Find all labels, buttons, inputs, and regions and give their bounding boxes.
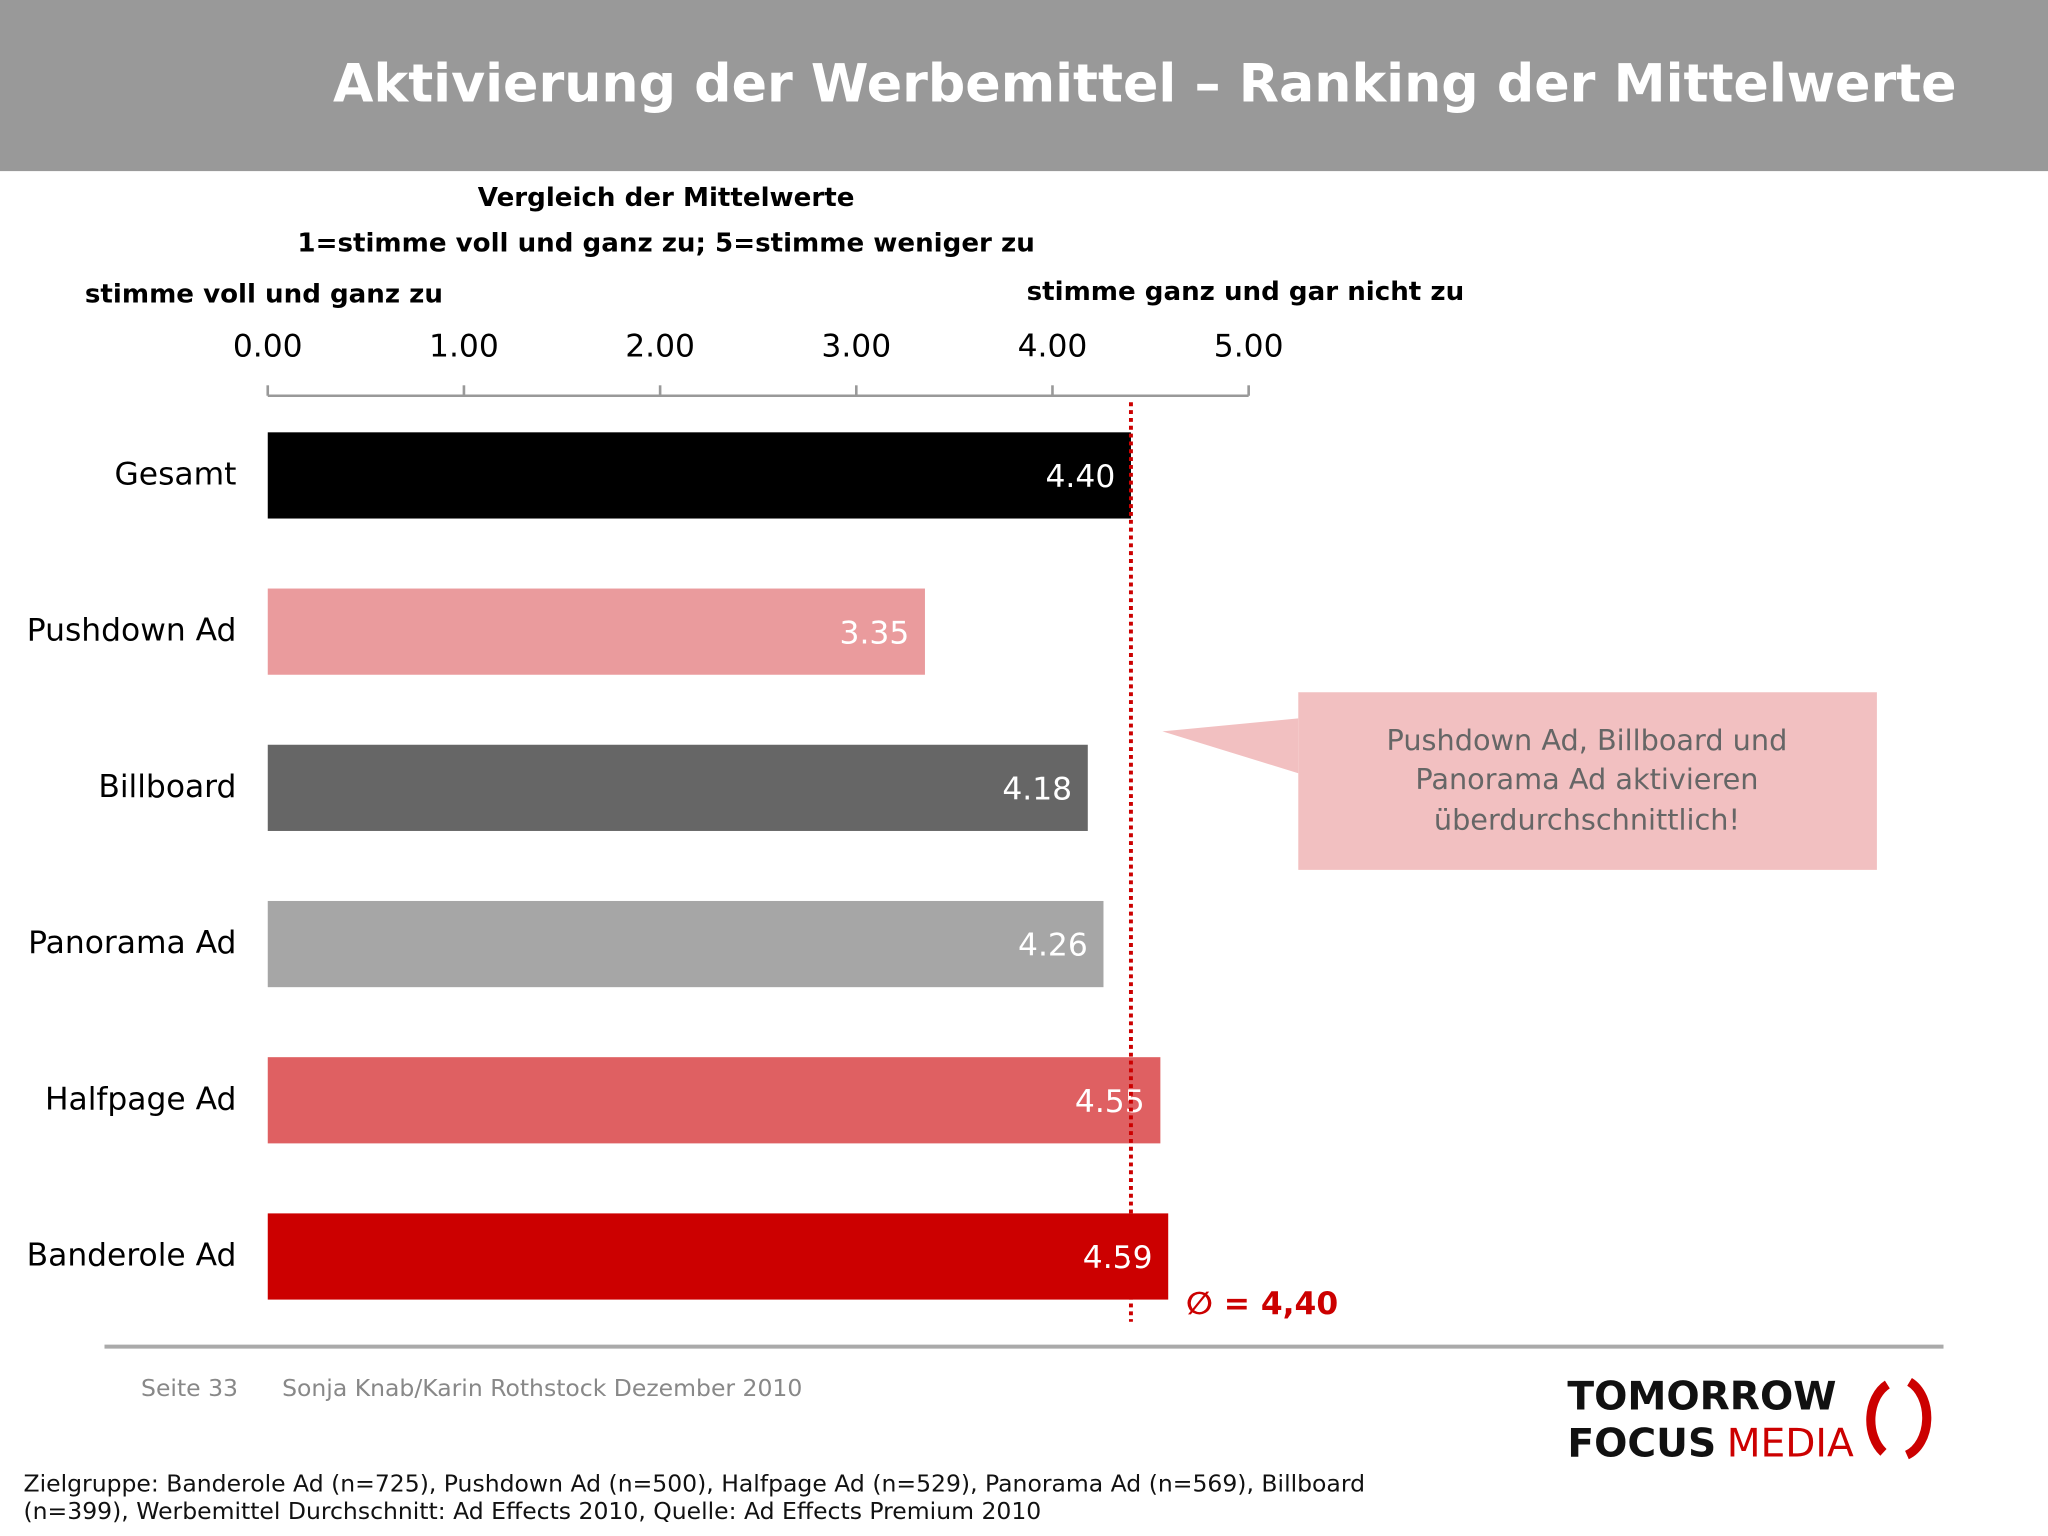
subtitle: 1=stimme voll und ganz zu; 5=stimme weni… [297, 229, 1034, 259]
y-tick-label: Gesamt [115, 456, 237, 492]
bar [267, 588, 925, 675]
reference-label: ∅ = 4,40 [1186, 1286, 1338, 1322]
author: Sonja Knab/Karin Rothstock Dezember 2010 [282, 1374, 802, 1402]
x-tick-label: 4.00 [1018, 328, 1088, 364]
bar [267, 1057, 1161, 1144]
bar [267, 432, 1131, 519]
callout-text: überdurchschnittlich! [1434, 803, 1740, 837]
callout-box [1298, 692, 1877, 870]
x-tick-label: 3.00 [821, 328, 891, 364]
y-tick-label: Banderole Ad [27, 1237, 237, 1273]
axis-label: stimme voll und ganz zu [85, 280, 443, 310]
subtitle: Vergleich der Mittelwerte [478, 183, 855, 213]
callout-text: Pushdown Ad, Billboard und [1387, 723, 1788, 757]
header-bar [0, 0, 2048, 172]
logo-mark [1904, 1377, 1932, 1460]
callout-text: Panorama Ad aktivieren [1415, 762, 1758, 796]
y-tick-label: Pushdown Ad [27, 613, 237, 649]
bar [267, 744, 1088, 831]
slide-title: Aktivierung der Werbemittel – Ranking de… [333, 55, 1957, 115]
logo-text: FOCUS [1567, 1421, 1716, 1466]
x-tick-label: 1.00 [429, 328, 499, 364]
x-tick-label: 0.00 [233, 328, 303, 364]
y-tick-label: Billboard [98, 769, 236, 805]
callout-pointer [1162, 718, 1299, 774]
value-label: 4.26 [1018, 928, 1088, 964]
bar [267, 900, 1104, 988]
y-tick-label: Panorama Ad [28, 925, 236, 961]
y-tick-label: Halfpage Ad [45, 1081, 236, 1117]
value-label: 3.35 [840, 615, 910, 651]
x-tick-label: 2.00 [625, 328, 695, 364]
page-number: Seite 33 [141, 1374, 238, 1402]
logo-text: TOMORROW [1567, 1374, 1836, 1419]
x-tick-label: 5.00 [1214, 328, 1284, 364]
footnote: Zielgruppe: Banderole Ad (n=725), Pushdo… [24, 1470, 1365, 1498]
value-label: 4.18 [1002, 771, 1072, 807]
logo-mark [1866, 1380, 1891, 1456]
value-label: 4.55 [1075, 1084, 1145, 1120]
value-label: 4.40 [1046, 459, 1116, 495]
axis-label: stimme ganz und gar nicht zu [1027, 277, 1465, 307]
value-label: 4.59 [1083, 1240, 1153, 1276]
footnote: (n=399), Werbemittel Durchschnitt: Ad Ef… [24, 1497, 1042, 1525]
bar [267, 1213, 1169, 1300]
logo-text: MEDIA [1727, 1421, 1854, 1466]
